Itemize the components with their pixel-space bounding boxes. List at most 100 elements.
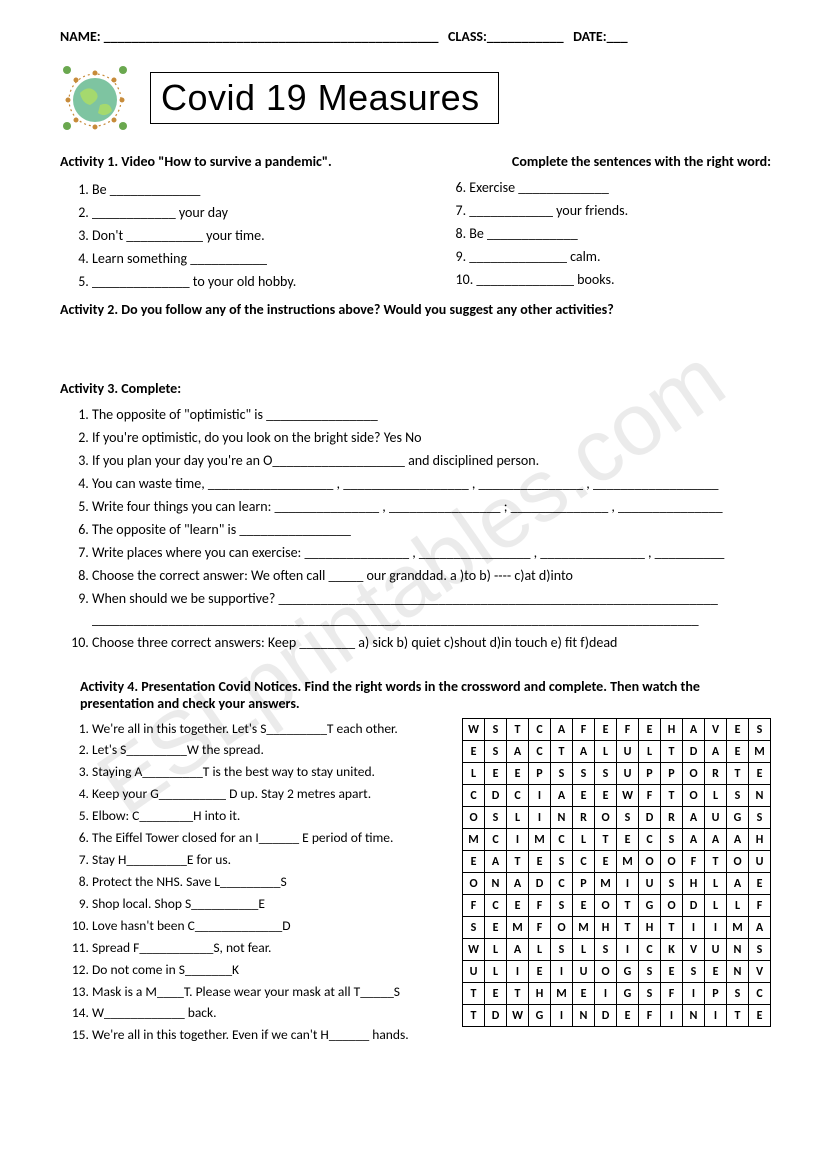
wordsearch-cell[interactable]: S	[749, 719, 771, 741]
wordsearch-cell[interactable]: L	[639, 741, 661, 763]
act1-item[interactable]: 7. ____________ your friends.	[456, 199, 772, 222]
wordsearch-cell[interactable]: I	[551, 1005, 573, 1027]
wordsearch-cell[interactable]: F	[639, 1005, 661, 1027]
wordsearch-cell[interactable]: F	[639, 785, 661, 807]
wordsearch-cell[interactable]: E	[507, 895, 529, 917]
wordsearch-cell[interactable]: O	[683, 763, 705, 785]
act3-item[interactable]: The opposite of "optimistic" is ________…	[92, 403, 771, 426]
wordsearch-cell[interactable]: I	[661, 1005, 683, 1027]
wordsearch-cell[interactable]: I	[617, 939, 639, 961]
wordsearch-cell[interactable]: F	[749, 895, 771, 917]
wordsearch-cell[interactable]: E	[617, 1005, 639, 1027]
wordsearch-cell[interactable]: G	[639, 895, 661, 917]
wordsearch-cell[interactable]: M	[573, 917, 595, 939]
wordsearch-cell[interactable]: P	[639, 763, 661, 785]
wordsearch-cell[interactable]: N	[485, 873, 507, 895]
wordsearch-cell[interactable]: L	[595, 741, 617, 763]
wordsearch-cell[interactable]: U	[463, 961, 485, 983]
act3-item[interactable]: Write places where you can exercise: ___…	[92, 541, 771, 564]
wordsearch-cell[interactable]: S	[485, 807, 507, 829]
wordsearch-cell[interactable]: S	[595, 763, 617, 785]
wordsearch-cell[interactable]: D	[639, 807, 661, 829]
wordsearch-cell[interactable]: V	[683, 939, 705, 961]
wordsearch-cell[interactable]: S	[661, 829, 683, 851]
wordsearch-cell[interactable]: D	[485, 1005, 507, 1027]
act3-item[interactable]: When should we be supportive? __________…	[92, 587, 771, 631]
wordsearch-cell[interactable]: I	[529, 785, 551, 807]
wordsearch-cell[interactable]: S	[639, 983, 661, 1005]
wordsearch-cell[interactable]: I	[683, 917, 705, 939]
wordsearch-cell[interactable]: F	[573, 719, 595, 741]
act1-item[interactable]: ______________ to your old hobby.	[92, 270, 376, 293]
wordsearch-cell[interactable]: C	[485, 829, 507, 851]
activity2-answer-space[interactable]	[60, 324, 771, 374]
act1-item[interactable]: ____________ your day	[92, 201, 376, 224]
wordsearch-cell[interactable]: A	[485, 851, 507, 873]
wordsearch-cell[interactable]: C	[573, 851, 595, 873]
wordsearch-cell[interactable]: O	[463, 873, 485, 895]
wordsearch-cell[interactable]: L	[573, 829, 595, 851]
wordsearch-cell[interactable]: S	[727, 785, 749, 807]
wordsearch-cell[interactable]: C	[749, 983, 771, 1005]
wordsearch-cell[interactable]: E	[749, 873, 771, 895]
wordsearch-cell[interactable]: E	[463, 741, 485, 763]
wordsearch-cell[interactable]: O	[639, 851, 661, 873]
wordsearch-cell[interactable]: D	[529, 873, 551, 895]
wordsearch-cell[interactable]: S	[551, 895, 573, 917]
wordsearch-cell[interactable]: O	[661, 851, 683, 873]
wordsearch-cell[interactable]: L	[485, 939, 507, 961]
wordsearch-cell[interactable]: U	[617, 763, 639, 785]
act1-item[interactable]: Don't ___________ your time.	[92, 224, 376, 247]
wordsearch-cell[interactable]: G	[529, 1005, 551, 1027]
wordsearch-cell[interactable]: I	[617, 873, 639, 895]
wordsearch-cell[interactable]: P	[529, 763, 551, 785]
act4-item[interactable]: Love hasn't been C_____________D	[92, 915, 444, 937]
act4-item[interactable]: Stay H_________E for us.	[92, 850, 444, 872]
act3-item[interactable]: Choose the correct answer: We often call…	[92, 564, 771, 587]
wordsearch-cell[interactable]: L	[727, 895, 749, 917]
act4-item[interactable]: Staying A_________T is the best way to s…	[92, 762, 444, 784]
wordsearch-cell[interactable]: H	[683, 873, 705, 895]
act4-item[interactable]: We're all in this together. Let's S_____…	[92, 718, 444, 740]
wordsearch-cell[interactable]: M	[551, 983, 573, 1005]
wordsearch-cell[interactable]: L	[573, 939, 595, 961]
wordsearch-cell[interactable]: P	[705, 983, 727, 1005]
wordsearch-cell[interactable]: E	[595, 785, 617, 807]
wordsearch-cell[interactable]: M	[463, 829, 485, 851]
wordsearch-cell[interactable]: T	[551, 741, 573, 763]
wordsearch-cell[interactable]: S	[595, 939, 617, 961]
wordsearch-cell[interactable]: G	[617, 961, 639, 983]
act1-item[interactable]: Be _____________	[92, 178, 376, 201]
wordsearch-cell[interactable]: S	[749, 807, 771, 829]
act4-item[interactable]: W____________ back.	[92, 1003, 444, 1025]
act1-item[interactable]: 10. ______________ books.	[456, 268, 772, 291]
wordsearch-cell[interactable]: E	[463, 851, 485, 873]
act3-item[interactable]: Write four things you can learn: _______…	[92, 495, 771, 518]
wordsearch-cell[interactable]: E	[749, 1005, 771, 1027]
wordsearch-cell[interactable]: T	[463, 983, 485, 1005]
wordsearch-cell[interactable]: E	[727, 719, 749, 741]
wordsearch-cell[interactable]: C	[529, 719, 551, 741]
wordsearch-cell[interactable]: I	[507, 961, 529, 983]
wordsearch-cell[interactable]: R	[661, 807, 683, 829]
wordsearch-cell[interactable]: T	[661, 785, 683, 807]
wordsearch-cell[interactable]: S	[485, 719, 507, 741]
wordsearch-cell[interactable]: T	[595, 829, 617, 851]
wordsearch-cell[interactable]: I	[683, 983, 705, 1005]
wordsearch-cell[interactable]: E	[573, 785, 595, 807]
wordsearch-cell[interactable]: U	[639, 873, 661, 895]
wordsearch-cell[interactable]: H	[529, 983, 551, 1005]
wordsearch-cell[interactable]: W	[463, 719, 485, 741]
wordsearch-cell[interactable]: F	[463, 895, 485, 917]
act3-item[interactable]: If you're optimistic, do you look on the…	[92, 426, 771, 449]
wordsearch-cell[interactable]: O	[595, 807, 617, 829]
wordsearch-cell[interactable]: A	[727, 873, 749, 895]
wordsearch-cell[interactable]: M	[617, 851, 639, 873]
wordsearch-cell[interactable]: H	[595, 917, 617, 939]
wordsearch-cell[interactable]: P	[661, 763, 683, 785]
class-label[interactable]: CLASS:___________	[448, 28, 564, 45]
wordsearch-cell[interactable]: T	[661, 917, 683, 939]
wordsearch-cell[interactable]: E	[661, 961, 683, 983]
wordsearch-cell[interactable]: E	[529, 961, 551, 983]
wordsearch-cell[interactable]: A	[705, 741, 727, 763]
